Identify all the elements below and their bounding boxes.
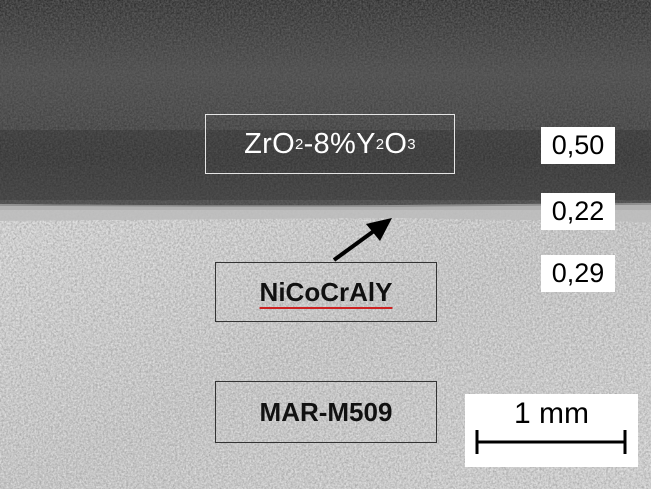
top-coat-text-y: -8%Y	[303, 127, 376, 160]
top-coat-sub-1: 2	[294, 135, 304, 153]
arrowhead	[366, 218, 392, 241]
bond-coat-text: NiCoCrAlY	[259, 276, 393, 307]
substrate-label: MAR-M509	[215, 381, 437, 443]
scale-bar-label: 1 mm	[514, 397, 589, 430]
interface-edge	[0, 203, 651, 207]
top-coat-sub-2: 2	[375, 135, 385, 153]
interface-band	[0, 203, 651, 222]
thickness-label-interface: 0,22	[541, 193, 615, 230]
substrate-text: MAR-M509	[259, 396, 393, 427]
scale-bar-box: 1 mm	[465, 394, 638, 467]
thickness-label-bond-coat: 0,29	[541, 255, 615, 292]
top-coat-label: ZrO 2 -8%Y 2 O 3	[205, 114, 455, 174]
scale-bar	[475, 430, 627, 454]
top-coat-text-o: O	[384, 127, 408, 160]
top-coat-texture	[0, 0, 651, 210]
bond-coat-label: NiCoCrAlY	[215, 262, 437, 322]
top-coat-sub-3: 3	[407, 135, 416, 153]
arrow-shaft	[332, 226, 380, 262]
thickness-label-top-coat: 0,50	[541, 127, 615, 164]
top-coat-text-zro: ZrO	[244, 127, 295, 160]
